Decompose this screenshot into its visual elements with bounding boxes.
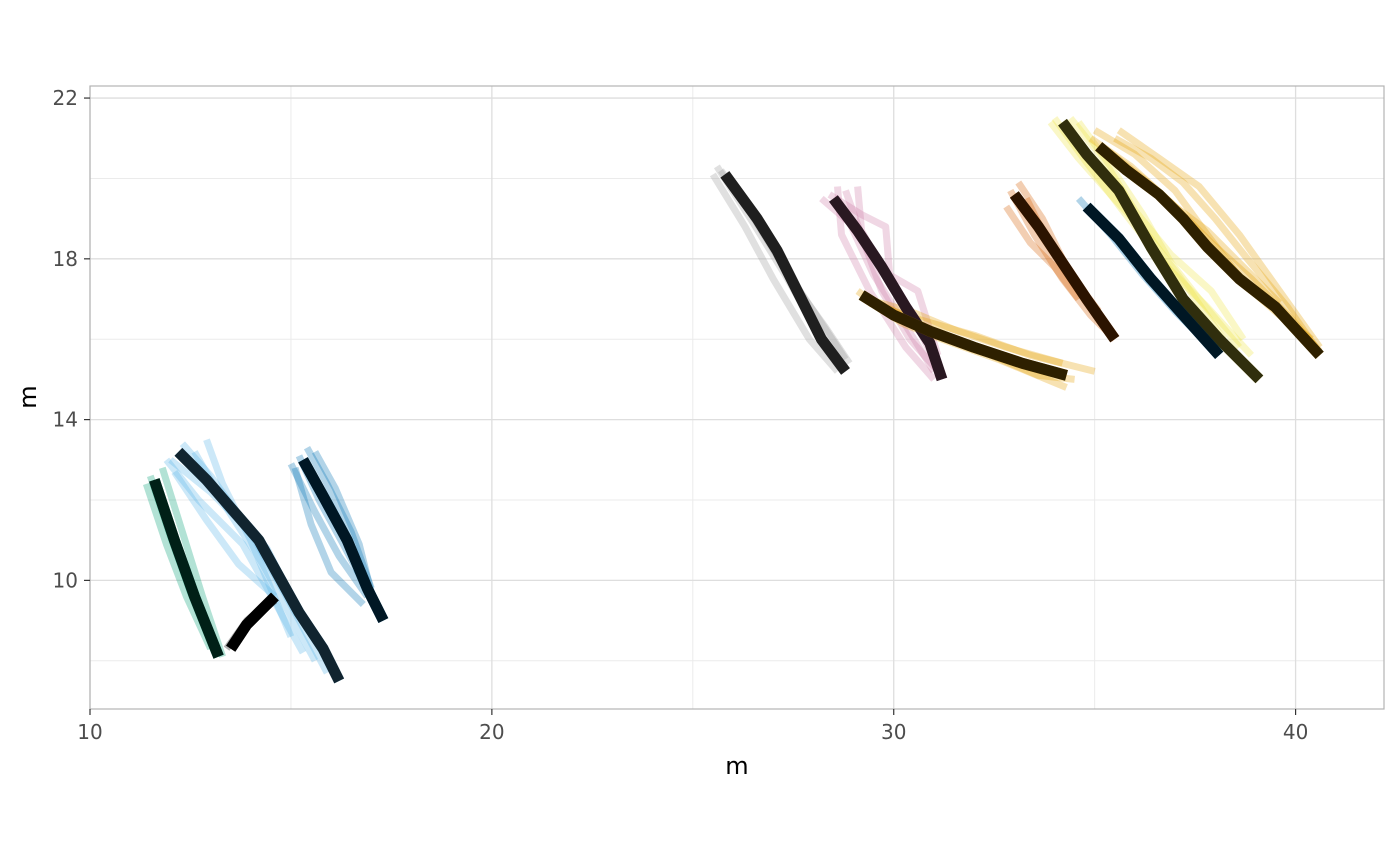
axis-ticks [84, 97, 1297, 715]
track-line [158, 466, 226, 658]
track-line [142, 482, 214, 651]
mean-line [149, 478, 224, 659]
mean-line [720, 171, 850, 375]
track-line [1116, 127, 1323, 350]
mean-line [829, 195, 948, 382]
mean-line [174, 447, 345, 684]
x-tick-labels: 10 20 30 40 [77, 720, 1308, 744]
mean-line [1082, 202, 1224, 359]
x-tick-label: 40 [1283, 720, 1308, 744]
track-line [1003, 204, 1082, 302]
mean-line [1095, 142, 1324, 360]
y-tick-label: 22 [53, 86, 78, 110]
track-line [864, 295, 1064, 367]
track-line [291, 466, 366, 607]
track-line [287, 462, 371, 599]
mean-lines [149, 118, 1324, 684]
y-tick-label: 18 [53, 247, 78, 271]
x-axis-title: m [725, 752, 748, 780]
x-tick-label: 10 [77, 720, 102, 744]
track-line [834, 186, 937, 382]
mean-line [1009, 191, 1120, 343]
minor-gridlines [90, 86, 1384, 709]
x-tick-label: 30 [881, 720, 906, 744]
mean-line [226, 592, 279, 652]
track-line [171, 469, 278, 600]
mean-line [298, 457, 389, 624]
y-axis-title: m [14, 385, 42, 408]
track-line [709, 172, 841, 374]
mean-line [1058, 118, 1264, 384]
panel-border [89, 85, 1385, 710]
mean-line [858, 290, 1068, 381]
track-line [1113, 135, 1319, 350]
track-line [827, 191, 942, 357]
y-tick-label: 14 [53, 408, 78, 432]
x-tick-label: 20 [479, 720, 504, 744]
y-tick-labels: 10 14 18 22 [53, 86, 78, 592]
y-tick-label: 10 [53, 568, 78, 592]
